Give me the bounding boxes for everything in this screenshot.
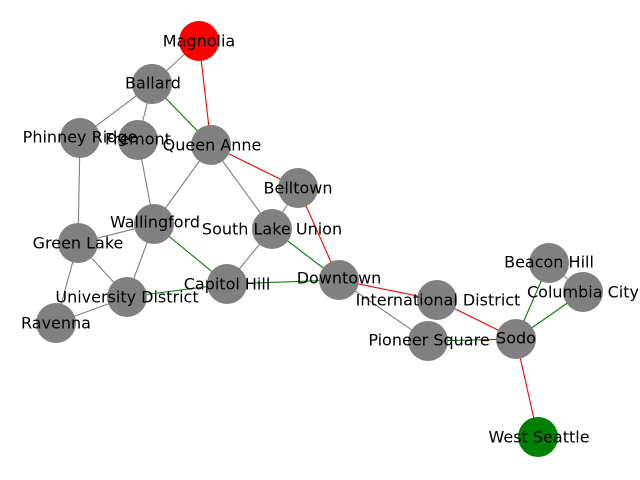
node-label-queen-anne: Queen Anne — [163, 136, 262, 155]
node-label-south-lake-union: South Lake Union — [202, 220, 342, 239]
node-label-belltown: Belltown — [264, 179, 333, 198]
node-label-west-seattle: West Seattle — [488, 428, 589, 447]
node-label-wallingford: Wallingford — [110, 213, 200, 232]
node-label-ballard: Ballard — [125, 74, 181, 93]
node-label-sodo: Sodo — [496, 329, 536, 348]
edges-layer — [56, 41, 583, 437]
node-label-pioneer-square: Pioneer Square — [368, 331, 489, 350]
node-label-beacon-hill: Beacon Hill — [504, 253, 594, 272]
node-label-ravenna: Ravenna — [21, 314, 91, 333]
node-label-downtown: Downtown — [297, 269, 382, 288]
node-label-university-district: University District — [55, 288, 198, 307]
node-label-international-district: International District — [356, 291, 521, 310]
node-label-magnolia: Magnolia — [163, 32, 235, 51]
node-label-columbia-city: Columbia City — [527, 283, 639, 302]
node-label-fremont: Fremont — [105, 130, 171, 149]
node-label-green-lake: Green Lake — [33, 234, 124, 253]
